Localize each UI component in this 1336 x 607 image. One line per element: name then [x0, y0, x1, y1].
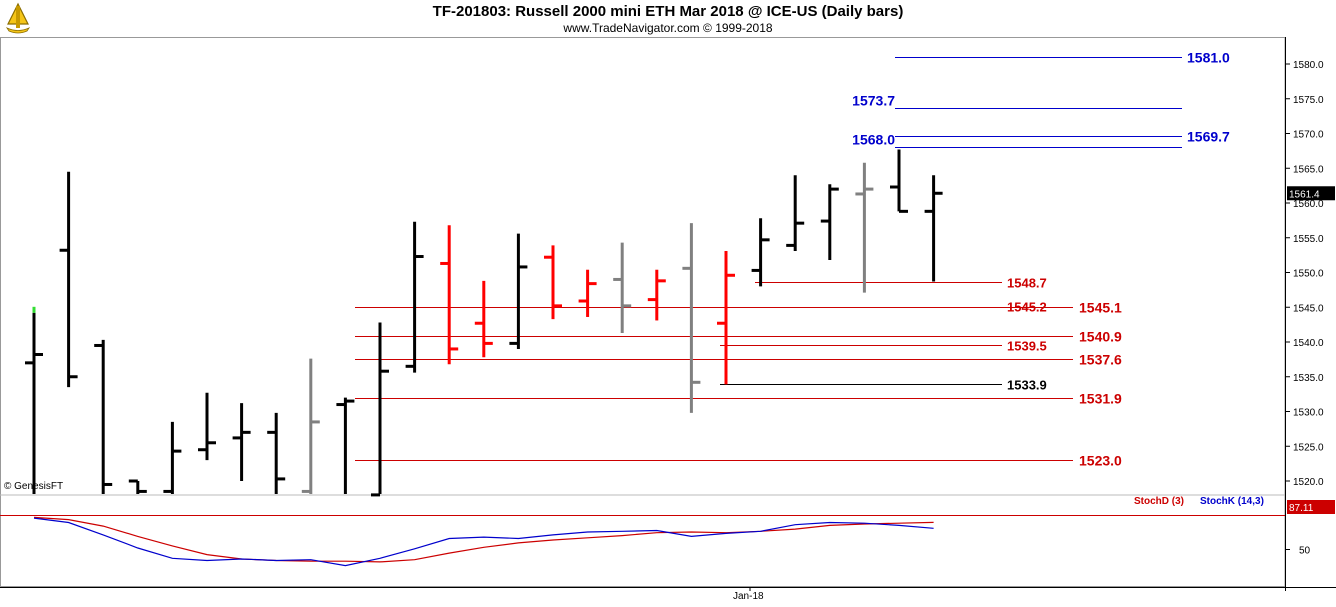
watermark-text: © GenesisFT: [4, 481, 64, 492]
price-tick-label: 1575.0: [1293, 95, 1324, 106]
stochd-line: [33, 516, 934, 563]
last-price-label: 1561.4: [1289, 189, 1320, 200]
ohlc-bar: [198, 392, 216, 461]
ohlc-bar: [578, 269, 597, 317]
last-stoch-label: 87.11: [1289, 503, 1314, 514]
price-tick-label: 1560.0: [1293, 199, 1324, 210]
level-label: 1533.9: [1007, 378, 1047, 393]
ohlc-bar: [301, 358, 320, 494]
ohlc-bar: [509, 233, 528, 349]
ohlc-bar: [336, 397, 355, 494]
ohlc-bars: [25, 149, 943, 497]
x-axis-tick-label: Jan-18: [733, 591, 764, 602]
chart-title: TF-201803: Russell 2000 mini ETH Mar 201…: [432, 3, 904, 20]
price-axis: 1520.0 1525.0 1530.0 1535.0 1540.0 1545.0 1550…: [749, 60, 1335, 591]
price-tick-label: 1555.0: [1293, 234, 1324, 245]
price-tick-label: 1540.0: [1293, 338, 1324, 349]
ohlc-bar: [232, 403, 251, 481]
ohlc-bar: [751, 218, 770, 287]
price-tick-label: 1550.0: [1293, 269, 1324, 280]
last-stoch-box: [1287, 500, 1335, 514]
stochk-line: [33, 517, 934, 567]
price-tick-label: 1545.0: [1293, 303, 1324, 314]
trade-navigator-logo-icon: [5, 2, 31, 34]
level-label: 1531.9: [1079, 391, 1122, 407]
ohlc-bar: [786, 175, 805, 251]
ohlc-bar: [94, 339, 113, 494]
stoch-tick-label: 50: [1299, 546, 1311, 557]
level-label: 1568.0: [852, 132, 895, 148]
ohlc-bar: [267, 412, 286, 494]
legend-stochd: StochD (3): [1134, 496, 1184, 507]
level-label: 1545.1: [1079, 300, 1122, 316]
level-label: 1569.7: [1187, 129, 1230, 145]
ohlc-bar: [440, 225, 459, 365]
price-tick-label: 1530.0: [1293, 408, 1324, 419]
last-price-box: [1287, 186, 1335, 201]
ohlc-bar: [924, 175, 943, 282]
ohlc-bar: [405, 221, 424, 373]
legend-stochk: StochK (14,3): [1200, 496, 1264, 507]
stochastic-panel: [33, 516, 934, 567]
level-label: 1540.9: [1079, 329, 1122, 345]
level-label: 1537.6: [1079, 352, 1122, 368]
price-tick-label: 1520.0: [1293, 477, 1324, 488]
ohlc-bar: [855, 162, 874, 293]
ohlc-bar: [474, 280, 493, 358]
ohlc-bar: [647, 269, 666, 321]
level-label: 1573.7: [852, 93, 895, 109]
ohlc-bar: [371, 322, 389, 497]
level-label: 1539.5: [1007, 339, 1047, 354]
price-tick-label: 1580.0: [1293, 60, 1324, 71]
ohlc-bar: [163, 421, 182, 494]
level-label: 1548.7: [1007, 276, 1047, 291]
ohlc-bar: [820, 184, 839, 260]
ohlc-bar: [890, 149, 908, 213]
level-label: 1523.0: [1079, 453, 1122, 469]
price-tick-label: 1565.0: [1293, 164, 1324, 175]
ohlc-bar: [25, 312, 43, 494]
ohlc-bar: [59, 171, 78, 388]
chart-subtitle: www.TradeNavigator.com © 1999-2018: [563, 21, 773, 35]
ohlc-bar: [544, 245, 562, 320]
ohlc-bar: [128, 479, 147, 494]
ohlc-bar: [613, 242, 632, 333]
price-tick-label: 1535.0: [1293, 373, 1324, 384]
level-label: 1581.0: [1187, 50, 1230, 66]
price-tick-label: 1525.0: [1293, 442, 1324, 453]
price-tick-label: 1570.0: [1293, 130, 1324, 141]
ohlc-bar: [682, 223, 701, 413]
ohlc-bar: [717, 250, 735, 385]
